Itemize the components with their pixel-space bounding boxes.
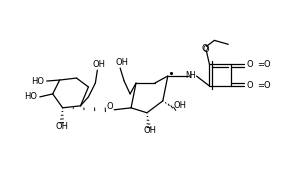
Text: =O: =O [257, 60, 271, 69]
Text: O: O [202, 45, 209, 54]
Text: H: H [190, 71, 196, 80]
Text: OH: OH [173, 101, 186, 110]
Text: HO: HO [31, 77, 44, 86]
Text: O: O [247, 82, 253, 90]
Text: O: O [247, 60, 253, 69]
Text: OH: OH [143, 126, 157, 135]
Text: OH: OH [116, 58, 129, 67]
Text: O: O [107, 102, 114, 111]
Text: =O: =O [257, 82, 271, 90]
Text: O: O [201, 44, 208, 53]
Text: OH: OH [55, 122, 68, 131]
Text: N: N [186, 71, 191, 80]
Text: OH: OH [93, 60, 106, 69]
Text: HO: HO [24, 92, 37, 101]
